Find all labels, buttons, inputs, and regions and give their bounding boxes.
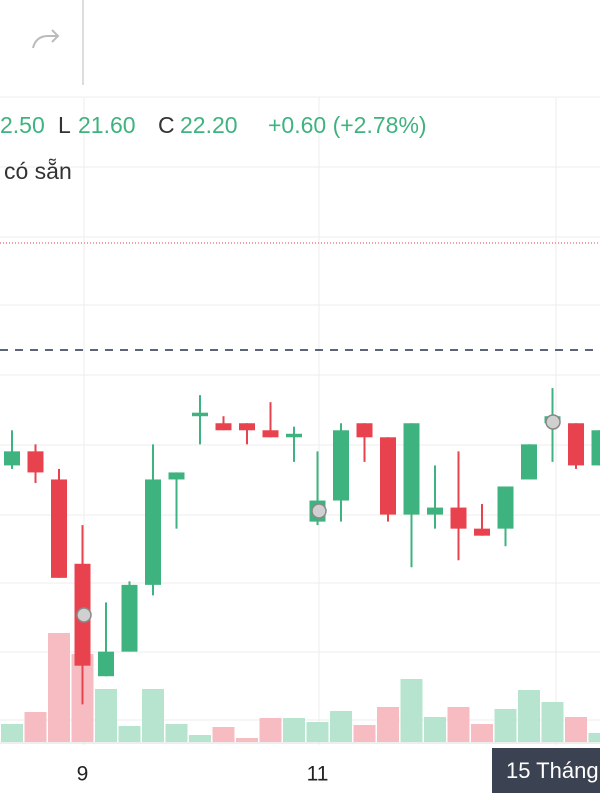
volume-bar (330, 711, 352, 742)
candle-body (215, 423, 232, 431)
volume-bar (1, 724, 23, 742)
note: có sẵn (4, 158, 72, 184)
candle-body (121, 584, 138, 652)
candle-body (51, 479, 67, 578)
volume-bar (48, 633, 70, 742)
volume-bar (494, 709, 517, 742)
candle-body (27, 451, 44, 473)
volume-bar (518, 690, 540, 742)
candle-body (145, 479, 161, 585)
candle-body (262, 430, 279, 438)
candle-body (286, 433, 302, 438)
volume-bar (142, 689, 164, 742)
volume-bar (95, 689, 117, 742)
volume-bar (165, 724, 188, 742)
candle-body (591, 430, 600, 466)
volume-bar (400, 679, 423, 742)
volume-bar (541, 702, 564, 742)
candle-body (403, 423, 420, 515)
volume-bar (283, 718, 305, 742)
candle-body (521, 444, 537, 480)
candle-body (450, 507, 467, 529)
candle-body (356, 423, 373, 438)
redo-button[interactable] (32, 29, 60, 49)
volume-bar (189, 735, 211, 742)
low-label: L (58, 112, 71, 138)
close-value: 22.20 (180, 112, 238, 138)
candle-body (168, 472, 185, 480)
change-value: +0.60 (+2.78%) (268, 112, 427, 138)
candle-body (192, 412, 208, 417)
volume-bar (353, 725, 376, 742)
crosshair-label: 15 Tháng (492, 748, 600, 793)
candle-body (380, 437, 396, 515)
volume-bar (447, 707, 470, 742)
high-value: 2.50 (0, 112, 45, 138)
volume-bar (471, 724, 493, 742)
volume-bar (212, 727, 235, 742)
candle-body (333, 430, 349, 501)
volume-bar (259, 718, 282, 742)
plot: 9 11 (1, 388, 600, 786)
volume-bar (306, 722, 329, 742)
x-tick-label: 11 (307, 763, 329, 786)
low-value: 21.60 (78, 112, 136, 138)
candle-body (4, 451, 20, 466)
volume-bar (588, 733, 600, 742)
volume-bar (24, 712, 47, 742)
candle-body (98, 651, 114, 677)
candle-body (568, 423, 584, 466)
volume-bar (118, 726, 141, 742)
candle-body (239, 423, 255, 431)
close-label: C (158, 112, 175, 138)
x-tick-label: 9 (77, 763, 89, 786)
candle-body (427, 507, 443, 515)
volume-bar (377, 707, 399, 742)
event-markers (76, 414, 561, 623)
candle-body (474, 528, 490, 536)
candle-body (497, 486, 514, 529)
volume-bar (424, 717, 446, 742)
volume-bar (565, 717, 587, 742)
volume-bar (236, 738, 258, 742)
